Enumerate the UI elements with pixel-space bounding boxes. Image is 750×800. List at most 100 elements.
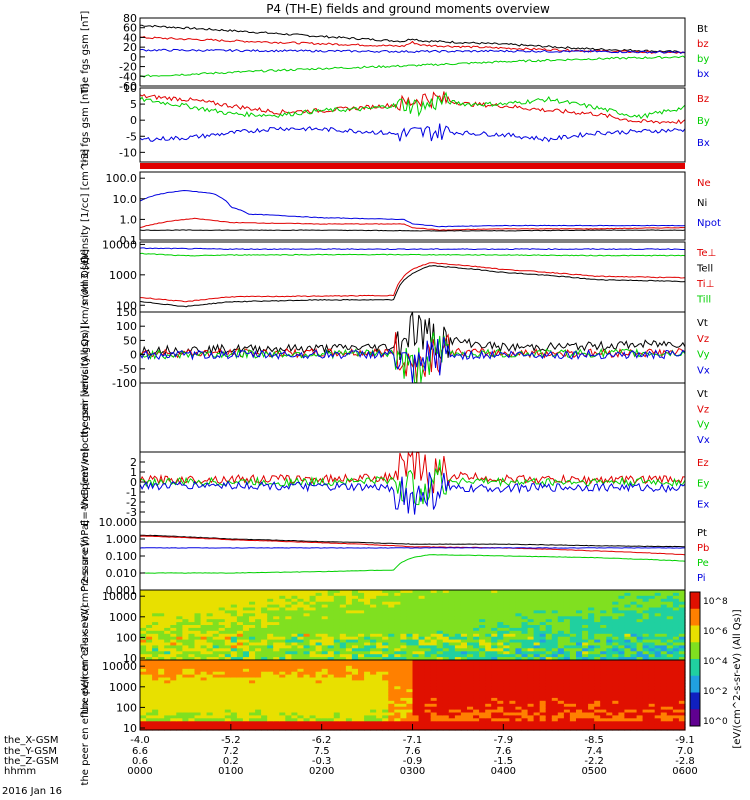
y-axis-label: the fgs gsm [nT] <box>80 84 91 167</box>
heatmap-cell <box>527 590 535 594</box>
heatmap-cell <box>648 651 656 655</box>
heatmap-cell <box>497 601 504 606</box>
heatmap-cell <box>303 712 311 716</box>
heatmap-cell <box>618 604 626 609</box>
heatmap-cell <box>406 715 414 719</box>
heatmap-cell <box>358 709 365 714</box>
heatmap-cell <box>218 724 226 728</box>
heatmap-cell <box>339 645 347 649</box>
heatmap-cell <box>321 625 329 629</box>
heatmap-cell <box>315 619 323 623</box>
heatmap-cell <box>442 651 450 655</box>
heatmap-cell <box>515 677 523 681</box>
heatmap-cell <box>448 642 456 646</box>
heatmap-cell <box>479 727 486 731</box>
heatmap-cell <box>503 668 510 673</box>
heatmap-cell <box>642 601 650 606</box>
heatmap-cell <box>370 610 377 614</box>
heatmap-cell <box>333 697 341 702</box>
heatmap-cell <box>327 613 335 617</box>
heatmap-cell <box>497 627 504 632</box>
heatmap-cell <box>370 692 377 696</box>
heatmap-cell <box>412 718 420 722</box>
heatmap-cell <box>491 665 498 670</box>
heatmap-cell <box>146 718 153 722</box>
heatmap-cell <box>624 633 632 638</box>
heatmap-cell <box>509 683 517 687</box>
heatmap-cell <box>339 625 347 629</box>
heatmap-cell <box>140 645 147 649</box>
heatmap-cell <box>358 610 365 614</box>
heatmap-cell <box>158 665 165 670</box>
heatmap-cell <box>424 627 432 632</box>
heatmap-cell <box>678 692 686 696</box>
heatmap-cell <box>315 727 323 731</box>
heatmap-cell <box>618 695 626 699</box>
heatmap-cell <box>188 665 196 670</box>
heatmap-cell <box>351 727 359 731</box>
heatmap-cell <box>527 695 535 699</box>
heatmap-cell <box>672 613 680 617</box>
heatmap-cell <box>642 706 650 711</box>
y-tick-label: 10 <box>123 652 137 665</box>
x-row-value: -9.1 <box>675 735 695 746</box>
heatmap-cell <box>569 724 577 728</box>
heatmap-cell <box>594 613 601 617</box>
heatmap-cell <box>291 727 299 731</box>
heatmap-cell <box>152 709 159 714</box>
heatmap-cell <box>267 590 274 594</box>
heatmap-cell <box>339 595 347 600</box>
heatmap-cell <box>588 601 595 606</box>
heatmap-cell <box>267 630 274 635</box>
heatmap-cell <box>636 686 644 690</box>
heatmap-cell <box>376 715 383 719</box>
heatmap-cell <box>582 697 589 702</box>
heatmap-cell <box>545 721 553 725</box>
heatmap-cell <box>382 712 389 716</box>
heatmap-cell <box>339 709 347 714</box>
heatmap-cell <box>618 683 626 687</box>
heatmap-cell <box>194 671 202 676</box>
heatmap-cell <box>388 721 395 725</box>
heatmap-cell <box>236 671 244 676</box>
heatmap-cell <box>315 662 323 667</box>
heatmap-cell <box>297 639 305 644</box>
heatmap-cell <box>636 727 644 731</box>
heatmap-cell <box>364 671 371 676</box>
heatmap-cell <box>678 695 686 699</box>
heatmap-cell <box>370 595 377 600</box>
heatmap-cell <box>376 619 383 623</box>
y-tick-label: 0.010 <box>106 567 138 580</box>
heatmap-cell <box>436 639 444 644</box>
heatmap-cell <box>497 630 504 635</box>
heatmap-cell <box>485 703 492 708</box>
heatmap-cell <box>345 604 353 609</box>
heatmap-cell <box>200 677 208 681</box>
heatmap-cell <box>382 645 389 649</box>
heatmap-cell <box>242 607 250 611</box>
heatmap-cell <box>569 657 577 661</box>
heatmap-cell <box>539 627 547 632</box>
heatmap-cell <box>648 724 656 728</box>
heatmap-cell <box>333 677 341 681</box>
heatmap-cell <box>660 709 668 714</box>
heatmap-cell <box>672 630 680 635</box>
heatmap-cell <box>291 619 299 623</box>
heatmap-cell <box>551 642 559 646</box>
heatmap-cell <box>660 601 668 606</box>
heatmap-cell <box>170 689 177 693</box>
heatmap-cell <box>642 642 650 646</box>
heatmap-cell <box>509 616 517 620</box>
heatmap-cell <box>249 590 256 594</box>
heatmap-cell <box>678 715 686 719</box>
heatmap-cell <box>436 668 444 673</box>
heatmap-cell <box>460 648 468 652</box>
heatmap-cell <box>588 692 595 696</box>
heatmap-cell <box>279 677 286 681</box>
heatmap-cell <box>224 680 232 684</box>
heatmap-cell <box>678 700 686 705</box>
heatmap-cell <box>582 683 589 687</box>
heatmap-cell <box>261 660 268 664</box>
heatmap-cell <box>636 668 644 673</box>
heatmap-cell <box>521 709 529 714</box>
